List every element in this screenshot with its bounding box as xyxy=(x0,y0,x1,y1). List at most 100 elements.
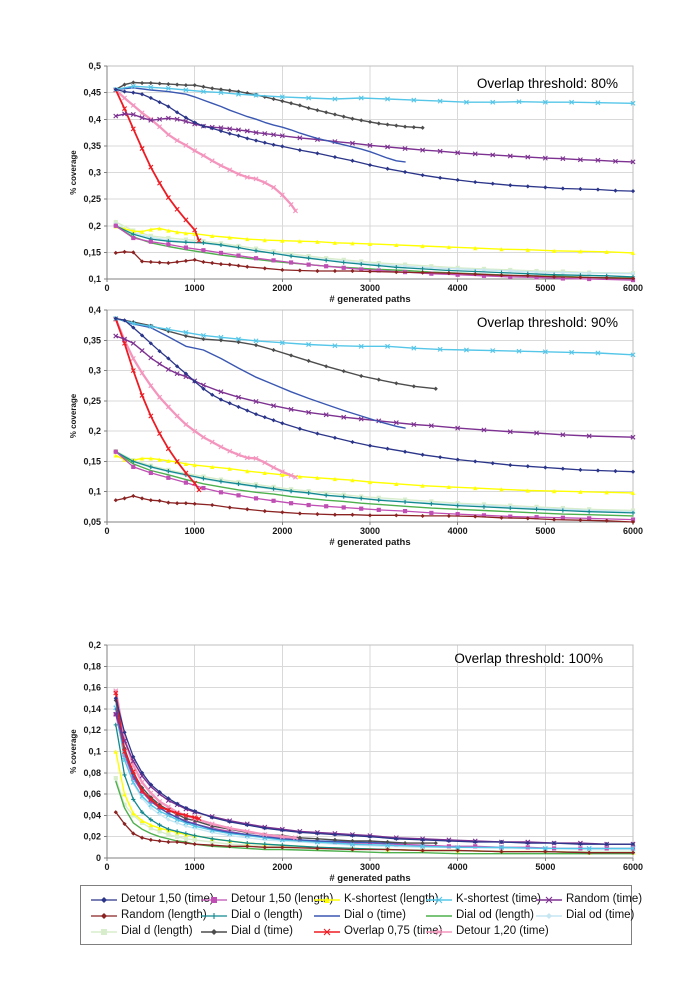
y-tick-label: 0,16 xyxy=(83,683,101,693)
series-detour150_time xyxy=(113,316,636,474)
legend-label: Dial o (length) xyxy=(231,909,303,921)
y-tick-label: 0,3 xyxy=(88,366,101,376)
y-tick-label: 0,15 xyxy=(83,456,101,466)
x-tick-label: 4000 xyxy=(448,526,468,536)
legend-label: Dial d (time) xyxy=(231,925,293,937)
legend-marker-none-icon xyxy=(314,914,340,917)
x-tick-label: 6000 xyxy=(623,526,643,536)
legend-label: K-shortest (length) xyxy=(344,893,439,905)
series-detour120_time xyxy=(113,316,298,480)
series-dialo_time xyxy=(115,87,406,163)
legend-label: Detour 1,50 (time) xyxy=(121,893,214,905)
x-tick-label: 2000 xyxy=(272,283,292,293)
series-detour120_time xyxy=(113,688,298,841)
series-kshort_time xyxy=(113,315,636,358)
series-detour150_time xyxy=(113,87,636,194)
x-tick-label: 5000 xyxy=(535,526,555,536)
x-tick-label: 6000 xyxy=(623,862,643,872)
y-tick-label: 0 xyxy=(96,853,101,863)
legend-marker-plus-icon xyxy=(201,912,227,919)
legend-marker-square-icon xyxy=(201,896,227,903)
chart-title-annotation: Overlap threshold: 80% xyxy=(477,76,618,91)
series-dialod_len xyxy=(115,780,634,855)
y-tick-label: 0,5 xyxy=(88,61,101,71)
legend-label: Detour 1,20 (time) xyxy=(456,925,549,937)
legend-marker-none-icon xyxy=(426,914,452,917)
y-tick-label: 0,4 xyxy=(88,114,101,124)
y-tick-label: 0,35 xyxy=(83,141,101,151)
y-tick-label: 0,15 xyxy=(83,247,101,257)
axes xyxy=(104,644,634,861)
chart-title-annotation: Overlap threshold: 90% xyxy=(477,315,618,330)
y-axis-title: % coverage xyxy=(69,729,78,774)
series-dialod_len xyxy=(115,450,634,517)
legend-marker-triangle-icon xyxy=(314,896,340,903)
y-tick-label: 0,02 xyxy=(83,832,101,842)
x-axis-title: # generated paths xyxy=(329,873,410,884)
legend-label: K-shortest (time) xyxy=(456,893,541,905)
x-tick-label: 5000 xyxy=(535,862,555,872)
chart-overlap-100: 0 0,02 0,04 0,06 0,08 0,1 0,12 0,14 0,16 0,18 0,2 0… xyxy=(69,640,643,884)
y-tick-label: 0,12 xyxy=(83,725,101,735)
series-dialo_len xyxy=(113,722,636,855)
legend-item-diald_time: Dial d (time) xyxy=(201,925,314,938)
legend-marker-x-icon xyxy=(426,928,452,935)
y-tick-label: 0,2 xyxy=(88,640,101,650)
series-dialod_time xyxy=(113,703,636,852)
legend-item-dialod_time: Dial od (time) xyxy=(536,909,642,922)
legend-marker-diamond-icon xyxy=(91,912,117,919)
legend-marker-x-icon xyxy=(426,896,452,903)
x-axis-title: # generated paths xyxy=(329,537,410,548)
legend-item-dialo_len: Dial o (length) xyxy=(201,909,314,922)
axis-tick-labels: 0 0,02 0,04 0,06 0,08 0,1 0,12 0,14 0,16 0,18 0,2 0… xyxy=(83,640,643,872)
series-diald_len xyxy=(113,219,636,276)
series-dialo_time xyxy=(115,317,406,429)
x-tick-label: 1000 xyxy=(185,283,205,293)
y-tick-label: 0,05 xyxy=(83,517,101,527)
x-tick-label: 3000 xyxy=(360,862,380,872)
y-tick-label: 0,04 xyxy=(83,810,101,820)
legend-label: Dial od (length) xyxy=(456,909,534,921)
series-random_time xyxy=(113,711,636,847)
chart-overlap-90: 0,05 0,1 0,15 0,2 0,25 0,3 0,35 0,4 0 1000 2000 300… xyxy=(69,305,643,548)
series-detour150_len xyxy=(113,223,636,283)
y-axis-title: % coverage xyxy=(69,150,78,195)
y-tick-label: 0,1 xyxy=(88,487,101,497)
series-detour120_time xyxy=(113,87,298,214)
series-overlap075_time xyxy=(113,316,202,493)
legend-item-dialod_len: Dial od (length) xyxy=(426,909,536,922)
series-kshort_time xyxy=(113,83,636,106)
legend-label: Overlap 0,75 (time) xyxy=(344,925,443,937)
x-tick-label: 0 xyxy=(104,862,109,872)
legend-item-kshort_len: K-shortest (length) xyxy=(314,893,439,906)
legend-label: Random (length) xyxy=(121,909,207,921)
x-tick-label: 0 xyxy=(104,526,109,536)
x-tick-label: 3000 xyxy=(360,526,380,536)
chart-legend: Detour 1,50 (time) Detour 1,50 (length) K-… xyxy=(80,885,642,945)
legend-item-detour150_len: Detour 1,50 (length) xyxy=(201,893,333,906)
series-detour150_len xyxy=(113,712,636,851)
legend-marker-diamond-icon xyxy=(201,928,227,935)
series-dialo_len xyxy=(113,223,636,279)
y-tick-label: 0,14 xyxy=(83,704,101,714)
y-tick-label: 0,18 xyxy=(83,661,101,671)
x-tick-label: 6000 xyxy=(623,283,643,293)
x-axis-title: # generated paths xyxy=(329,294,410,305)
legend-label: Random (time) xyxy=(566,893,643,905)
x-tick-label: 2000 xyxy=(272,862,292,872)
legend-marker-x-icon xyxy=(314,928,340,935)
y-tick-label: 0,2 xyxy=(88,221,101,231)
x-tick-label: 1000 xyxy=(185,526,205,536)
x-tick-label: 2000 xyxy=(272,526,292,536)
y-tick-label: 0,25 xyxy=(83,194,101,204)
y-tick-label: 0,25 xyxy=(83,396,101,406)
series-random_time xyxy=(113,333,636,440)
legend-label: Detour 1,50 (length) xyxy=(231,893,334,905)
legend-item-kshort_time: K-shortest (time) xyxy=(426,893,541,906)
series-diald_time xyxy=(113,698,438,846)
series-kshort_time xyxy=(113,705,636,851)
series-overlap075_time xyxy=(113,87,202,244)
series-random_time xyxy=(113,111,636,165)
x-tick-label: 1000 xyxy=(185,862,205,872)
